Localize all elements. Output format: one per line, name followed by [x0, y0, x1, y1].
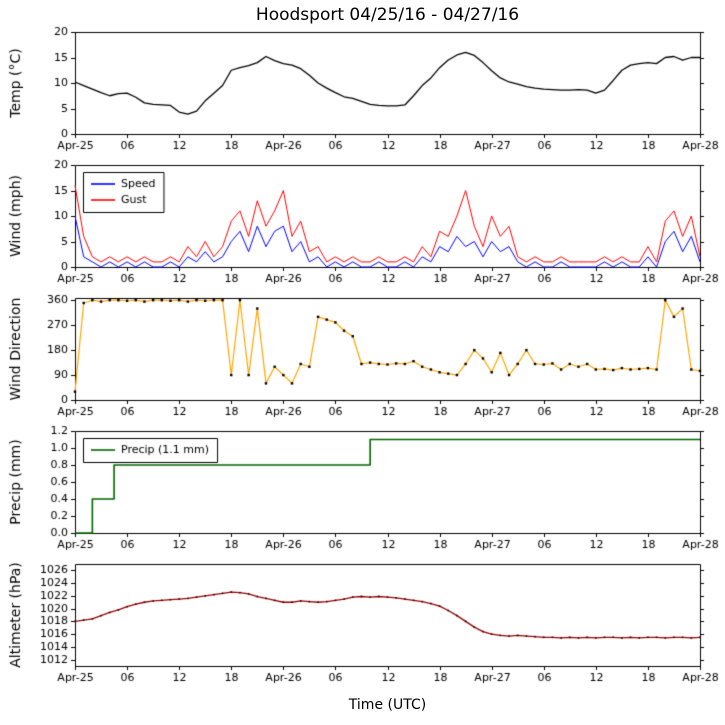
chart-title: Hoodsport 04/25/16 - 04/27/16	[255, 5, 520, 25]
x-axis-label: Time (UTC)	[348, 697, 427, 713]
